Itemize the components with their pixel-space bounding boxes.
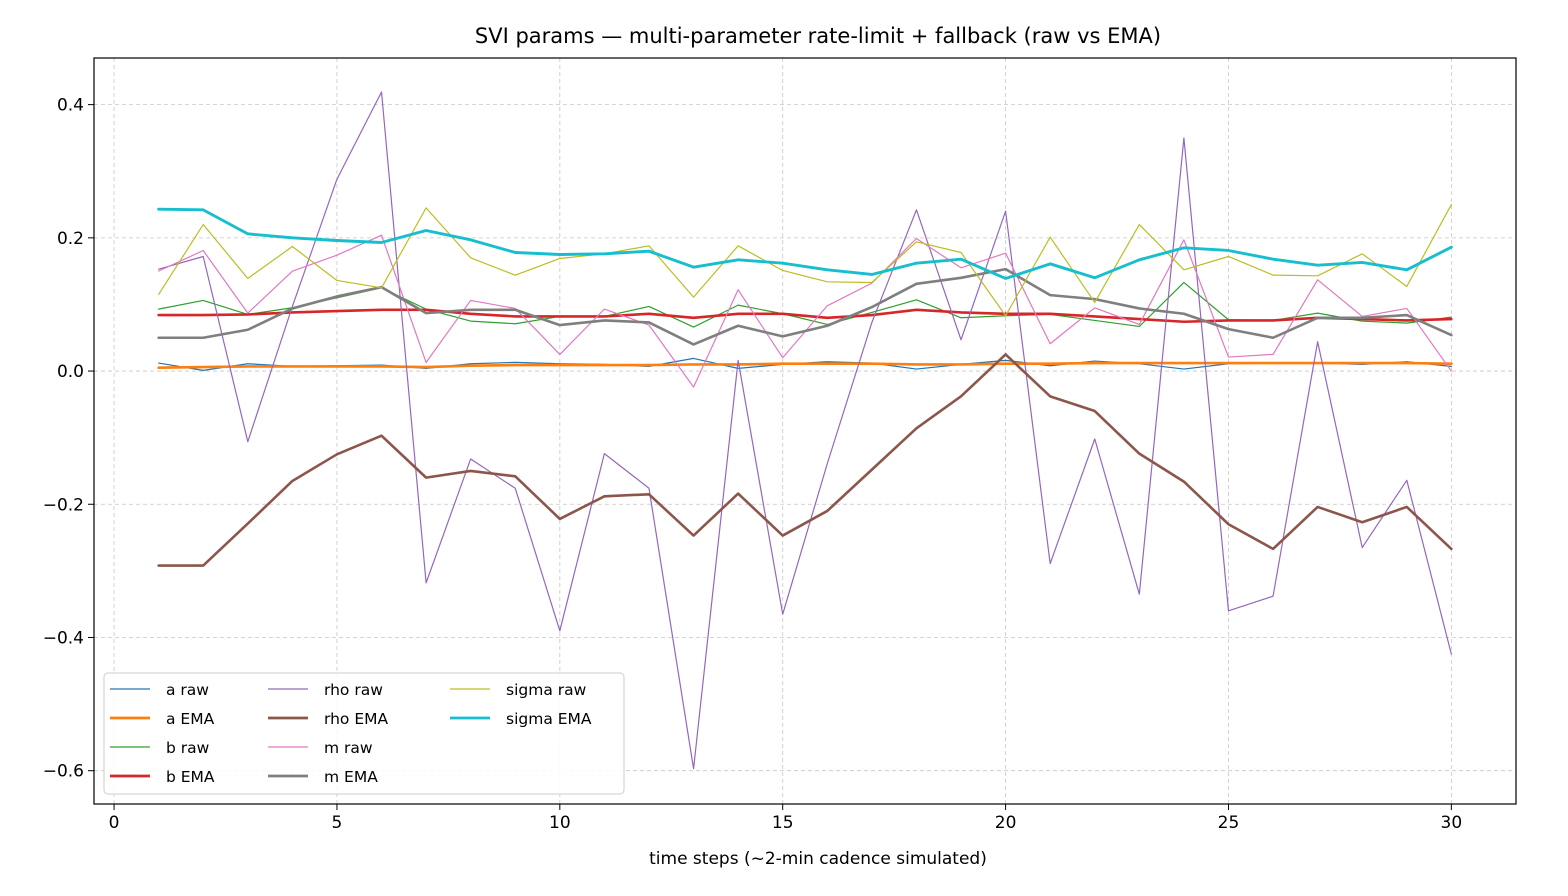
- y-tick-label: 0.4: [57, 96, 84, 116]
- legend-box: [103, 672, 625, 795]
- legend-label: sigma EMA: [506, 710, 592, 728]
- legend-label: b EMA: [166, 768, 215, 786]
- legend-label: m EMA: [324, 768, 378, 786]
- y-tick-label: −0.6: [43, 762, 84, 782]
- series-line-rho-raw: [158, 91, 1452, 770]
- series-line-b-ema: [157, 308, 1453, 324]
- y-axis: −0.6 −0.4 −0.2 0.0 0.2 0.4: [43, 96, 94, 782]
- x-tick-label: 15: [772, 813, 794, 833]
- x-tick-label: 5: [332, 813, 343, 833]
- series-line-sigma-ema: [157, 207, 1453, 280]
- series-line-rho-ema: [157, 353, 1453, 567]
- legend-label: a EMA: [166, 710, 215, 728]
- plot-area: [157, 91, 1453, 770]
- legend-label: rho raw: [324, 681, 383, 699]
- x-axis: 0 5 10 15 20 25 30: [109, 804, 1463, 833]
- legend-label: b raw: [166, 739, 210, 757]
- x-tick-label: 30: [1441, 813, 1463, 833]
- x-tick-label: 10: [549, 813, 571, 833]
- chart-title: SVI params — multi-parameter rate-limit …: [475, 24, 1161, 48]
- legend-label: sigma raw: [506, 681, 587, 699]
- y-tick-label: −0.4: [43, 628, 84, 648]
- series-line-m-ema: [157, 267, 1453, 346]
- x-tick-label: 0: [109, 813, 120, 833]
- series-line-sigma-raw: [158, 203, 1452, 317]
- legend-label: m raw: [324, 739, 373, 757]
- y-tick-label: 0.2: [57, 229, 84, 249]
- plot-frame: [93, 57, 1517, 805]
- grid: [94, 58, 1516, 804]
- series-line-a-ema: [157, 361, 1453, 370]
- x-tick-label: 25: [1218, 813, 1240, 833]
- legend: a raw a EMA b raw b EMA rho raw rho EMA m raw m…: [103, 672, 625, 795]
- legend-label: a raw: [166, 681, 209, 699]
- x-tick-label: 20: [995, 813, 1017, 833]
- y-tick-label: 0.0: [57, 362, 84, 382]
- y-tick-label: −0.2: [43, 495, 84, 515]
- legend-label: rho EMA: [324, 710, 389, 728]
- x-axis-label: time steps (~2-min cadence simulated): [649, 849, 987, 869]
